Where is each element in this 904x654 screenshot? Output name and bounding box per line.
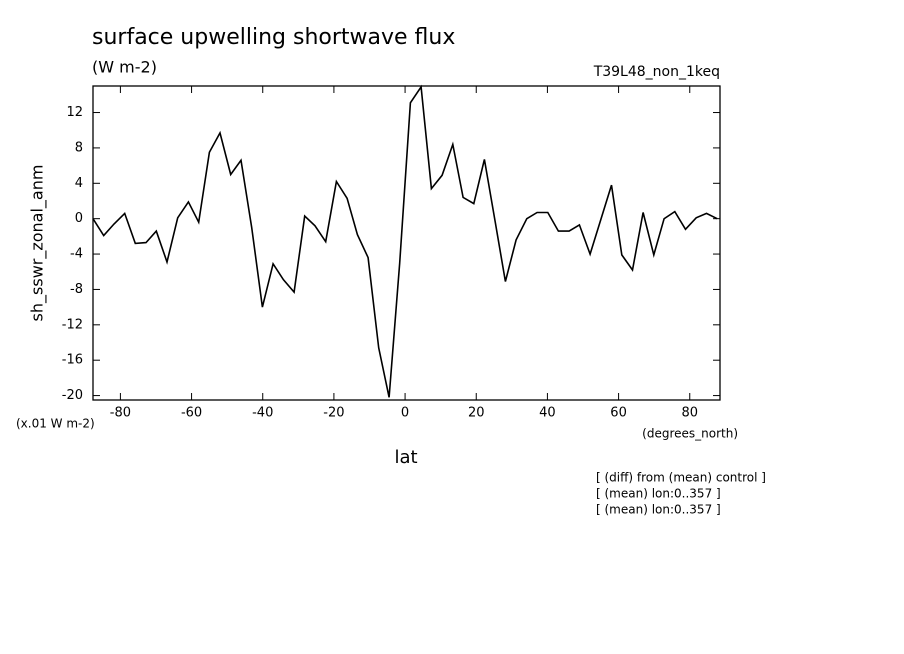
x-tick-label: -40 (252, 406, 273, 421)
y-tick-label: 8 (75, 140, 83, 155)
plot-frame (92, 85, 721, 401)
x-tick-label: -20 (323, 406, 344, 421)
x-tick-label: -80 (110, 406, 131, 421)
y-tick-label: -4 (70, 247, 83, 262)
y-tick-label: -16 (62, 353, 83, 368)
chart-subtitle: (W m-2) (92, 58, 157, 77)
y-tick-label: 12 (66, 105, 83, 120)
y-axis-label: sh_sswr_zonal_anm (28, 165, 48, 322)
x-tick-label: 40 (539, 406, 556, 421)
x-tick-label: 0 (401, 406, 409, 421)
y-tick-label: 0 (75, 211, 83, 226)
x-tick-label: 60 (610, 406, 627, 421)
note: [ (mean) lon:0..357 ] (596, 487, 721, 501)
y-tick-label: -20 (62, 388, 83, 403)
x-axis-label: lat (394, 447, 417, 468)
x-units: (degrees_north) (642, 427, 738, 441)
y-units: (x.01 W m-2) (16, 417, 95, 431)
note: [ (diff) from (mean) control ] (596, 471, 766, 485)
note: [ (mean) lon:0..357 ] (596, 503, 721, 517)
chart-title: surface upwelling shortwave flux (92, 25, 455, 50)
x-tick-label: 80 (681, 406, 698, 421)
x-tick-label: -60 (181, 406, 202, 421)
y-tick-label: 4 (75, 176, 83, 191)
data-line (92, 84, 718, 398)
experiment-label: T39L48_non_1keq (593, 64, 720, 80)
y-tick-label: -12 (62, 317, 83, 332)
y-tick-label: -8 (70, 282, 83, 297)
x-tick-label: 20 (468, 406, 485, 421)
